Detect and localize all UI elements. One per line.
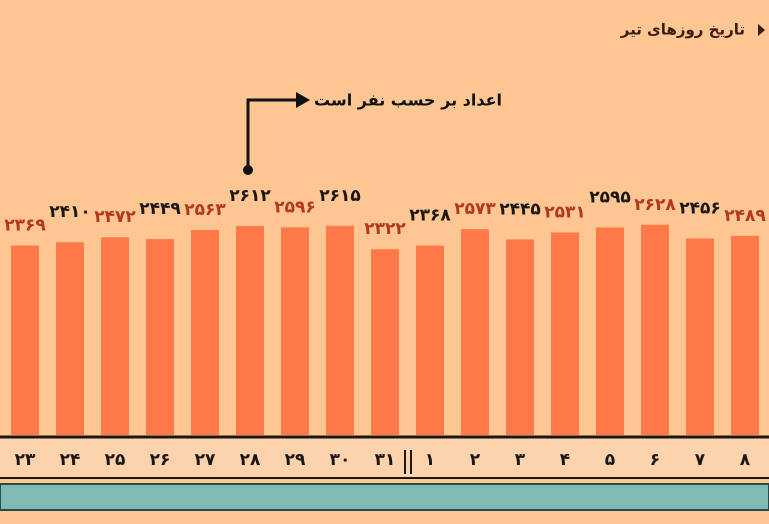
bar — [641, 224, 669, 435]
x-tick-label: ۲ — [470, 450, 481, 470]
x-tick-label: ۲۹ — [285, 450, 306, 470]
x-tick-label: ۳ — [515, 450, 526, 470]
x-tick-label: ۲۴ — [60, 450, 81, 470]
value-label: ۲۴۵۶ — [679, 199, 721, 219]
bar — [551, 232, 579, 435]
bar — [686, 238, 714, 435]
value-label: ۲۴۷۲ — [94, 207, 136, 227]
x-tick-label: ۷ — [695, 450, 706, 470]
x-tick-label: ۳۱ — [375, 450, 396, 470]
value-label: ۲۳۶۹ — [4, 215, 46, 235]
annotation-line — [246, 98, 298, 170]
bar — [281, 227, 309, 435]
bar — [416, 245, 444, 435]
axis-band — [0, 436, 769, 478]
annotation-dot — [243, 165, 253, 175]
x-tick-label: ۶ — [650, 450, 660, 470]
value-label: ۲۴۴۹ — [139, 199, 181, 219]
value-label: ۲۴۴۵ — [499, 199, 541, 219]
x-tick-label: ۲۷ — [195, 450, 216, 470]
bar — [101, 237, 129, 435]
month-separator — [404, 450, 412, 474]
value-label: ۲۵۹۵ — [589, 187, 631, 207]
bar — [191, 229, 219, 435]
x-tick-label: ۲۸ — [240, 450, 261, 470]
title-arrow — [758, 24, 765, 36]
value-label: ۲۳۲۲ — [364, 219, 406, 239]
bar — [461, 229, 489, 435]
chart-title: تاریخ روزهای تیر — [620, 21, 745, 39]
value-label: ۲۶۱۲ — [229, 186, 271, 206]
x-tick-label: ۴ — [560, 450, 570, 470]
x-tick-label: ۲۶ — [150, 450, 171, 470]
value-label: ۲۳۶۸ — [409, 206, 451, 226]
bar — [326, 225, 354, 435]
annotation-arrowhead — [296, 92, 310, 108]
annotation: اعداد بر حسب نفر است — [314, 91, 502, 110]
x-tick-label: ۱ — [425, 450, 435, 470]
bar — [236, 226, 264, 435]
bar — [506, 239, 534, 435]
x-tick-label: ۳۰ — [330, 450, 351, 470]
value-label: ۲۵۹۶ — [274, 197, 316, 217]
bar — [596, 227, 624, 435]
bar — [11, 245, 39, 435]
bar — [146, 239, 174, 435]
value-label: ۲۴۱۰ — [49, 202, 91, 222]
value-label: ۲۵۳۱ — [544, 203, 586, 223]
x-tick-label: ۵ — [605, 450, 615, 470]
x-tick-label: ۲۳ — [15, 450, 36, 470]
footer-band — [0, 483, 769, 511]
value-label: ۲۶۲۸ — [634, 195, 676, 215]
bar — [371, 249, 399, 435]
x-tick-label: ۲۵ — [105, 450, 126, 470]
value-label: ۲۵۷۳ — [454, 199, 496, 219]
bar — [56, 242, 84, 435]
value-label: ۲۶۱۵ — [319, 186, 361, 206]
bar — [731, 235, 759, 435]
x-tick-label: ۸ — [740, 450, 751, 470]
value-label: ۲۵۶۳ — [184, 200, 226, 220]
value-label: ۲۴۸۹ — [724, 206, 766, 226]
